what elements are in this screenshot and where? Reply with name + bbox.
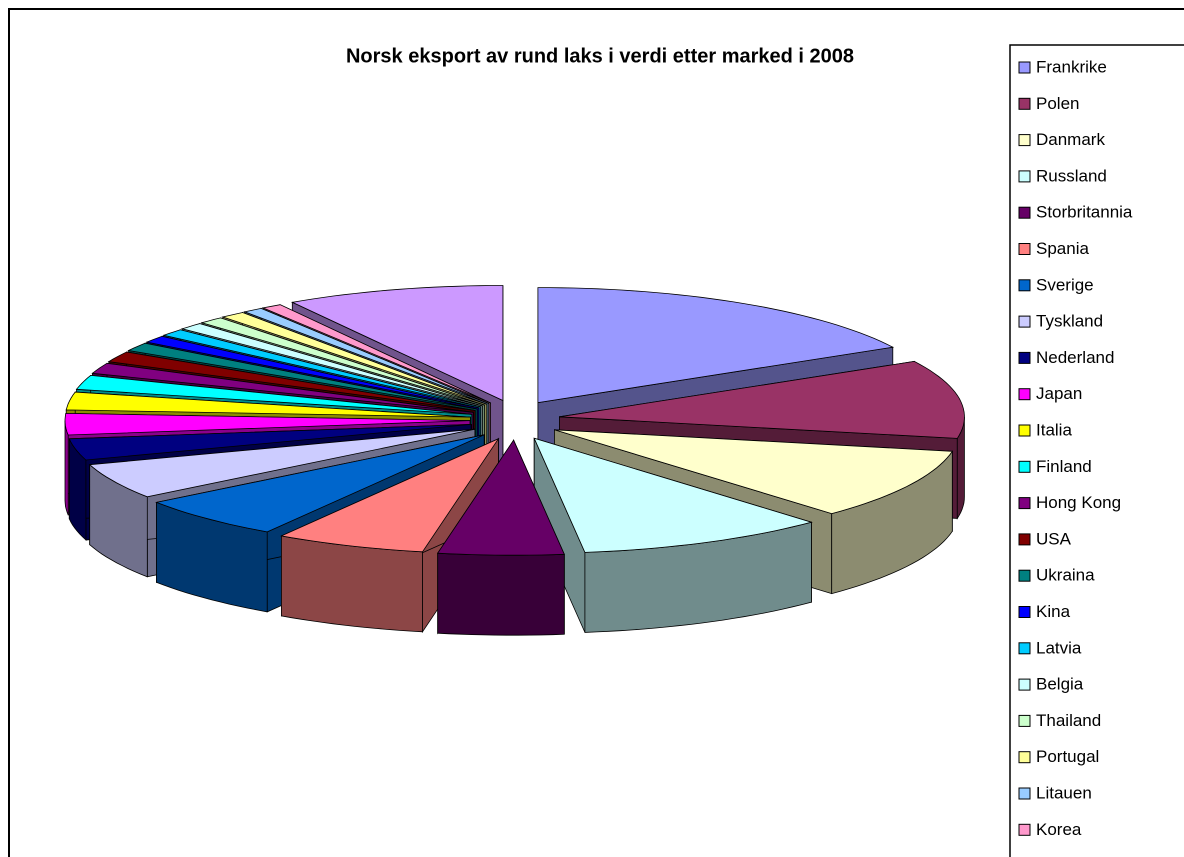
legend-swatch xyxy=(1018,61,1031,74)
pie-slice xyxy=(290,285,504,402)
legend-label: Sverige xyxy=(1036,275,1094,294)
slice-wall xyxy=(437,552,565,636)
legend-label: Nederland xyxy=(1036,348,1114,367)
legend-label: Spania xyxy=(1036,239,1089,258)
legend-swatch xyxy=(1018,315,1031,328)
legend-label: Litauen xyxy=(1036,783,1092,802)
legend-swatch xyxy=(1018,714,1031,727)
pie-slice-group xyxy=(436,438,565,636)
legend-swatch xyxy=(1018,243,1031,255)
legend-swatch xyxy=(1018,170,1031,183)
pie-slice xyxy=(243,307,489,404)
legend-label: Finland xyxy=(1036,457,1092,476)
pie-slice xyxy=(107,351,476,411)
pie-slice xyxy=(145,335,479,409)
pie-slice xyxy=(65,391,471,418)
legend-swatch xyxy=(1018,606,1031,618)
pie-slice-group xyxy=(533,437,813,633)
legend-swatch xyxy=(1018,751,1031,764)
legend-swatch xyxy=(1018,279,1031,292)
pie-slice xyxy=(537,287,895,404)
legend-swatch xyxy=(1018,388,1031,401)
legend-swatch xyxy=(1018,497,1031,510)
pie-slice xyxy=(155,434,485,533)
pie-slice xyxy=(200,317,485,406)
pie-slice xyxy=(533,437,813,553)
pie-slice xyxy=(88,428,475,498)
legend-label: Tyskland xyxy=(1036,312,1103,331)
pie-slice xyxy=(280,437,500,553)
legend-swatch xyxy=(1018,460,1031,473)
legend-label: Russland xyxy=(1036,166,1107,185)
legend-swatch xyxy=(1018,351,1031,364)
pie-slice xyxy=(64,412,471,436)
pie-slice xyxy=(221,312,487,405)
legend-label: Frankrike xyxy=(1036,57,1107,76)
legend-label: Ukraina xyxy=(1036,566,1095,585)
legend-box xyxy=(1009,44,1184,857)
pie-slice xyxy=(436,439,565,556)
legend-swatch xyxy=(1018,424,1031,437)
pie-slice xyxy=(68,424,472,461)
legend-label: Storbritannia xyxy=(1036,203,1133,222)
legend-label: Latvia xyxy=(1036,638,1082,657)
legend-swatch xyxy=(1018,642,1031,655)
pie-slice xyxy=(559,360,965,439)
chart-title: Norsk eksport av rund laks i verdi etter… xyxy=(346,45,854,67)
pie-slice xyxy=(180,323,483,407)
legend-swatch xyxy=(1018,97,1031,110)
legend-swatch xyxy=(1018,678,1031,691)
legend-swatch xyxy=(1018,134,1031,147)
pie-slice xyxy=(261,304,491,404)
legend-label: Hong Kong xyxy=(1036,493,1121,512)
pie-slice xyxy=(162,329,481,408)
legend-swatch xyxy=(1018,787,1031,800)
pie-slice xyxy=(554,429,954,515)
legend-label: Thailand xyxy=(1036,711,1101,730)
pie-slice xyxy=(127,342,478,410)
legend-label: Italia xyxy=(1036,420,1072,439)
legend-label: Belgia xyxy=(1036,675,1084,694)
legend-swatch xyxy=(1018,569,1031,582)
legend-label: Portugal xyxy=(1036,747,1099,766)
legend-label: Danmark xyxy=(1036,130,1105,149)
legend-label: Korea xyxy=(1036,820,1082,839)
legend-swatch xyxy=(1018,533,1031,546)
legend-label: Kina xyxy=(1036,602,1071,621)
legend-swatch xyxy=(1018,206,1031,219)
legend-label: Japan xyxy=(1036,384,1082,403)
legend-label: Polen xyxy=(1036,94,1079,113)
pie-slice xyxy=(75,374,472,415)
pie-slice xyxy=(91,362,474,413)
legend-label: USA xyxy=(1036,529,1072,548)
legend-swatch xyxy=(1018,823,1031,836)
